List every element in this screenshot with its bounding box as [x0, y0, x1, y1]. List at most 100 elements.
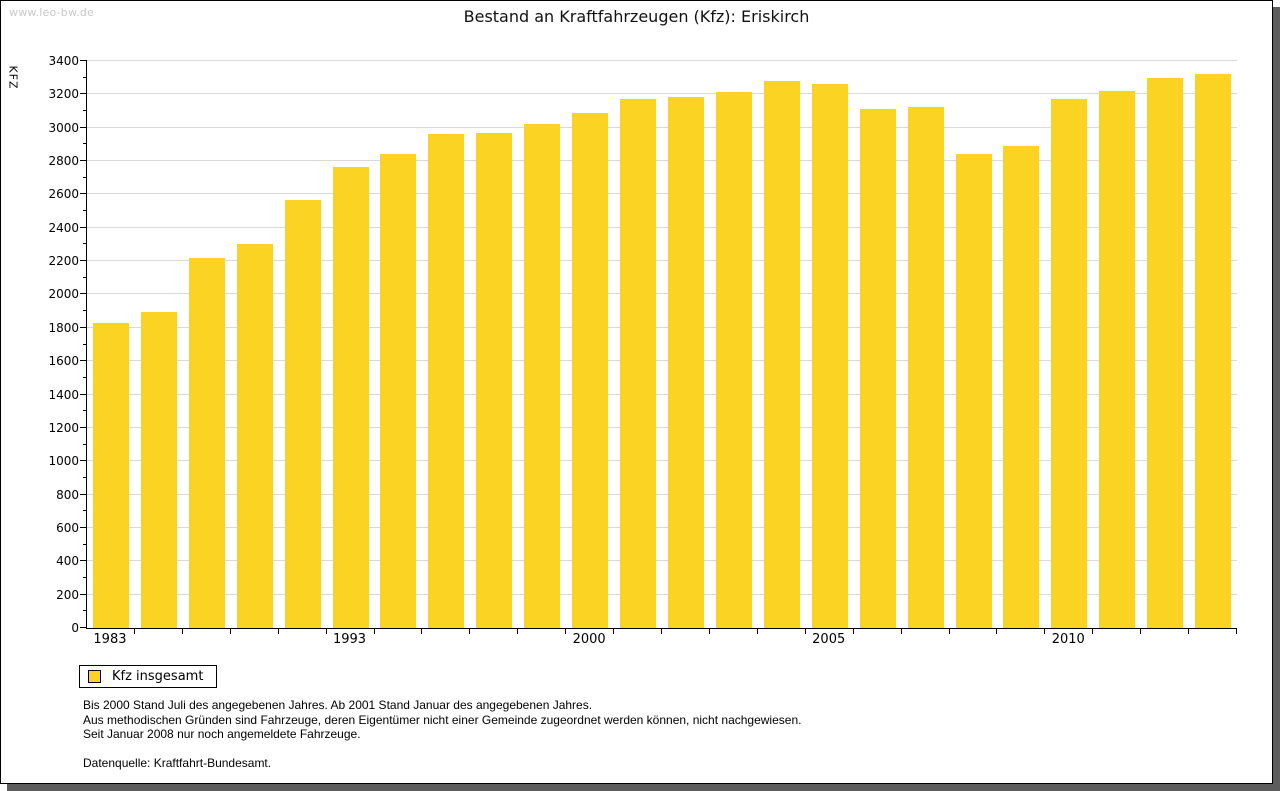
gridline — [87, 260, 1237, 262]
bar — [284, 200, 321, 628]
y-tick-label: 2600 — [48, 187, 79, 202]
y-minor-tick — [83, 243, 87, 245]
gridline — [87, 226, 1237, 228]
bar — [1051, 99, 1088, 628]
x-tick — [1188, 629, 1190, 634]
bar-slot — [279, 61, 327, 628]
bar-slot — [231, 61, 279, 628]
gridline — [87, 593, 1237, 595]
bar — [428, 133, 465, 628]
x-tick-label: 2010 — [1051, 632, 1085, 647]
y-tick-label: 200 — [56, 587, 79, 602]
y-tick-label: 600 — [56, 520, 79, 535]
y-tick-label: 2200 — [48, 254, 79, 269]
y-major-tick — [80, 393, 87, 395]
x-tick-label: 1993 — [332, 632, 367, 647]
gridline — [87, 60, 1237, 61]
y-tick-label: 2800 — [48, 154, 79, 169]
chart-title: Bestand an Kraftfahrzeugen (Kfz): Eriski… — [463, 7, 810, 26]
y-minor-tick — [83, 610, 87, 612]
bar — [236, 244, 273, 628]
y-major-tick — [80, 360, 87, 362]
gridline — [87, 460, 1237, 462]
gridline — [87, 326, 1237, 328]
bar-slot — [183, 61, 231, 628]
legend-label: Kfz insgesamt — [112, 669, 204, 684]
y-minor-tick — [83, 276, 87, 278]
bar-slot — [375, 61, 423, 628]
y-tick-label: 0 — [71, 621, 79, 635]
x-tick — [565, 629, 567, 634]
y-tick-label: 1800 — [48, 320, 79, 335]
bar-slot — [854, 61, 902, 628]
gridline — [87, 193, 1237, 195]
bar — [188, 257, 225, 628]
bar — [859, 108, 896, 628]
bar — [715, 91, 752, 628]
bar — [811, 83, 848, 628]
gridline — [87, 93, 1237, 95]
bar-slot — [710, 61, 758, 628]
footnote-line: Aus methodischen Gründen sind Fahrzeuge,… — [83, 712, 802, 727]
bar-slot — [950, 61, 998, 628]
x-tick — [1044, 629, 1046, 634]
x-tick — [517, 629, 519, 634]
y-major-tick — [80, 627, 87, 628]
bar — [1147, 77, 1184, 628]
y-major-tick — [80, 493, 87, 495]
y-major-tick — [80, 560, 87, 562]
y-major-tick — [80, 126, 87, 128]
bar-slot — [518, 61, 566, 628]
y-major-tick — [80, 193, 87, 195]
x-tick — [708, 629, 710, 634]
data-source: Datenquelle: Kraftfahrt-Bundesamt. — [83, 755, 272, 770]
gridline — [87, 126, 1237, 128]
x-tick — [1140, 629, 1142, 634]
y-tick-label: 3400 — [48, 54, 79, 68]
bar — [620, 98, 657, 628]
x-tick — [756, 629, 758, 634]
bar — [668, 96, 705, 628]
y-minor-tick — [83, 476, 87, 478]
bar — [140, 311, 177, 628]
y-major-tick — [80, 93, 87, 95]
x-tick — [804, 629, 806, 634]
x-tick — [421, 629, 423, 634]
bar — [1195, 73, 1232, 628]
y-tick-label: 400 — [56, 554, 79, 569]
gridline — [87, 160, 1237, 162]
gridline — [87, 526, 1237, 528]
bar-slot — [327, 61, 375, 628]
x-tick — [852, 629, 854, 634]
bar-slot — [998, 61, 1046, 628]
y-tick-label: 2400 — [48, 220, 79, 235]
bar-slot — [1141, 61, 1189, 628]
bars-container — [87, 61, 1237, 628]
bar — [572, 112, 609, 628]
bar-slot — [806, 61, 854, 628]
bar-slot — [135, 61, 183, 628]
x-tick — [613, 629, 615, 634]
bar — [92, 322, 129, 628]
bar-slot — [87, 61, 135, 628]
bar-slot — [470, 61, 518, 628]
y-major-tick — [80, 60, 87, 61]
y-tick-label: 800 — [56, 487, 79, 502]
gridline — [87, 393, 1237, 395]
x-tick-label: 1983 — [93, 632, 127, 647]
x-tick — [1092, 629, 1094, 634]
y-major-tick — [80, 293, 87, 295]
y-minor-tick — [83, 143, 87, 145]
y-major-tick — [80, 593, 87, 595]
bar — [907, 106, 944, 628]
gridline — [87, 293, 1237, 295]
legend-swatch-icon — [88, 670, 101, 683]
x-tick-label: 2000 — [572, 632, 606, 647]
y-tick-label: 1400 — [48, 387, 79, 402]
watermark: www.leo-bw.de — [9, 6, 95, 19]
x-tick — [996, 629, 998, 634]
bar-slot — [614, 61, 662, 628]
bar — [380, 153, 417, 628]
bar — [955, 153, 992, 628]
